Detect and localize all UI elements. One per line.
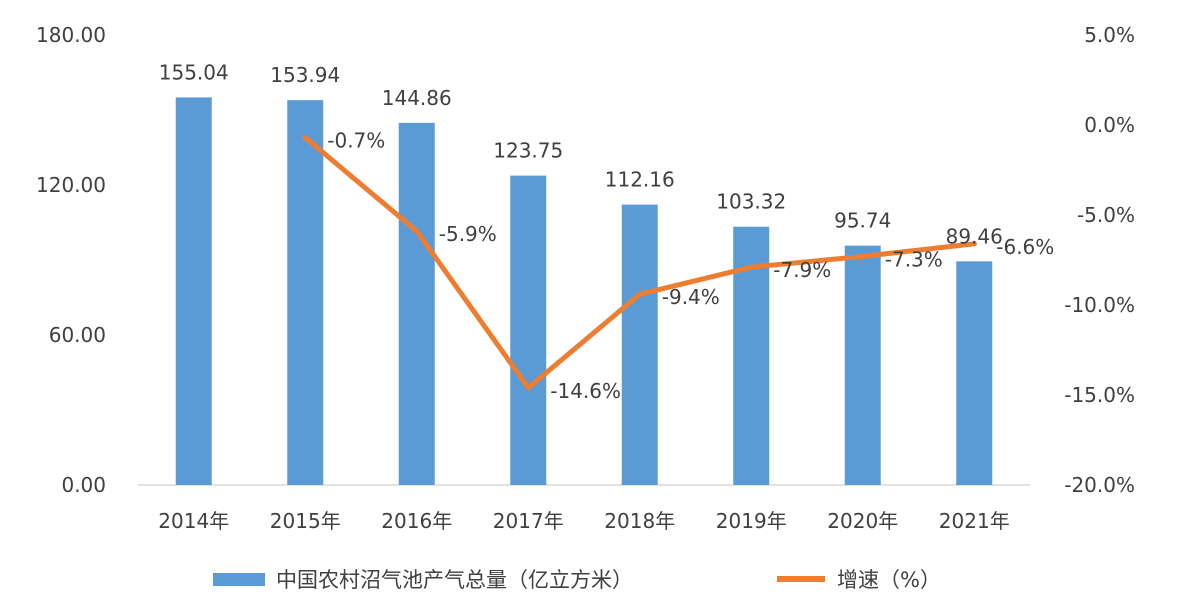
bar-data-label: 95.74 <box>834 209 891 233</box>
line-point <box>637 291 643 297</box>
x-tick-label: 2016年 <box>381 509 452 533</box>
right-axis: -20.0% -15.0% -10.0% -5.0% 0.0% 5.0% <box>1064 23 1135 497</box>
line-series <box>302 135 977 391</box>
x-axis: 2014年 2015年 2016年 2017年 2018年 2019年 2020年 2021年 <box>158 509 1009 533</box>
line-point <box>414 228 420 234</box>
y-right-tick-label: 5.0% <box>1084 23 1135 47</box>
x-tick-label: 2015年 <box>270 509 341 533</box>
legend: 中国农村沼气池产气总量（亿立方米） 增速（%） <box>213 568 941 592</box>
y-left-tick-label: 180.00 <box>36 23 106 47</box>
legend-swatch-bar <box>213 573 265 586</box>
line-data-labels: -0.7% -5.9% -14.6% -9.4% -7.9% -7.3% -6.6% <box>327 129 1054 403</box>
line-data-label: -5.9% <box>439 222 497 246</box>
bar-data-label: 155.04 <box>159 60 229 84</box>
line-data-label: -7.3% <box>885 247 943 271</box>
bar-data-label: 89.46 <box>946 224 1003 248</box>
line-data-label: -0.7% <box>327 129 385 153</box>
bar-data-label: 144.86 <box>382 86 452 110</box>
bar <box>956 261 993 485</box>
y-right-tick-label: -10.0% <box>1064 293 1135 317</box>
x-tick-label: 2020年 <box>827 509 898 533</box>
bar-series <box>175 97 993 486</box>
line-point <box>971 241 977 247</box>
line-data-label: -14.6% <box>550 379 621 403</box>
bar-data-label: 103.32 <box>716 190 786 214</box>
bar-data-label: 153.94 <box>270 63 340 87</box>
line-point <box>302 135 308 141</box>
legend-label-bar: 中国农村沼气池产气总量（亿立方米） <box>276 568 633 592</box>
bar <box>287 100 324 486</box>
x-tick-label: 2021年 <box>939 509 1010 533</box>
bar <box>398 122 435 485</box>
line-data-label: -6.6% <box>996 235 1054 259</box>
x-tick-label: 2019年 <box>716 509 787 533</box>
x-tick-label: 2018年 <box>604 509 675 533</box>
legend-label-line: 增速（%） <box>837 568 941 592</box>
bar <box>510 175 547 485</box>
bar <box>844 245 881 485</box>
bar-data-label: 112.16 <box>605 168 675 192</box>
y-left-tick-label: 60.00 <box>49 323 106 347</box>
line-point <box>748 264 754 270</box>
y-left-tick-label: 0.00 <box>61 473 106 497</box>
bar <box>621 204 658 485</box>
line-point <box>525 385 531 391</box>
y-left-tick-label: 120.00 <box>36 173 106 197</box>
x-tick-label: 2014年 <box>158 509 229 533</box>
y-right-tick-label: -20.0% <box>1064 473 1135 497</box>
line-data-label: -9.4% <box>662 285 720 309</box>
bar <box>175 97 212 486</box>
y-right-tick-label: 0.0% <box>1084 113 1135 137</box>
line-point <box>860 253 866 259</box>
y-right-tick-label: -5.0% <box>1077 203 1135 227</box>
y-right-tick-label: -15.0% <box>1064 383 1135 407</box>
bar-data-labels: 155.04 153.94 144.86 123.75 112.16 103.32 95.7… <box>159 60 1003 248</box>
line-data-label: -7.9% <box>773 258 831 282</box>
bar-data-label: 123.75 <box>493 139 563 163</box>
x-tick-label: 2017年 <box>493 509 564 533</box>
left-axis: 0.00 60.00 120.00 180.00 <box>36 23 106 497</box>
